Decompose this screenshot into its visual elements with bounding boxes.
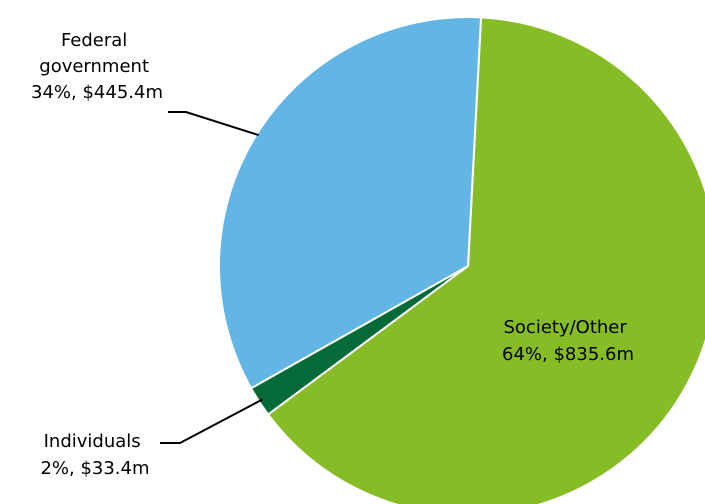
label-federal-government-line3: 34%, $445.4m — [31, 82, 163, 103]
label-federal-government: Federal government 34%, $445.4m — [31, 30, 163, 103]
label-society-other-line1: Society/Other — [503, 317, 627, 338]
pie-slice-society-other — [266, 16, 705, 504]
label-individuals: Individuals 2%, $33.4m — [40, 431, 149, 479]
label-federal-government-line1: Federal — [61, 30, 127, 51]
label-society-other-line2: 64%, $835.6m — [502, 344, 634, 365]
leader-line-federal-government — [168, 111, 259, 137]
leader-lines — [160, 111, 263, 444]
label-society-other: Society/Other 64%, $835.6m — [502, 317, 634, 365]
pie-slices — [218, 15, 705, 504]
leader-line-individuals — [160, 398, 263, 444]
label-individuals-line2: 2%, $33.4m — [40, 458, 149, 479]
label-federal-government-line2: government — [39, 56, 149, 77]
label-individuals-line1: Individuals — [44, 431, 141, 452]
